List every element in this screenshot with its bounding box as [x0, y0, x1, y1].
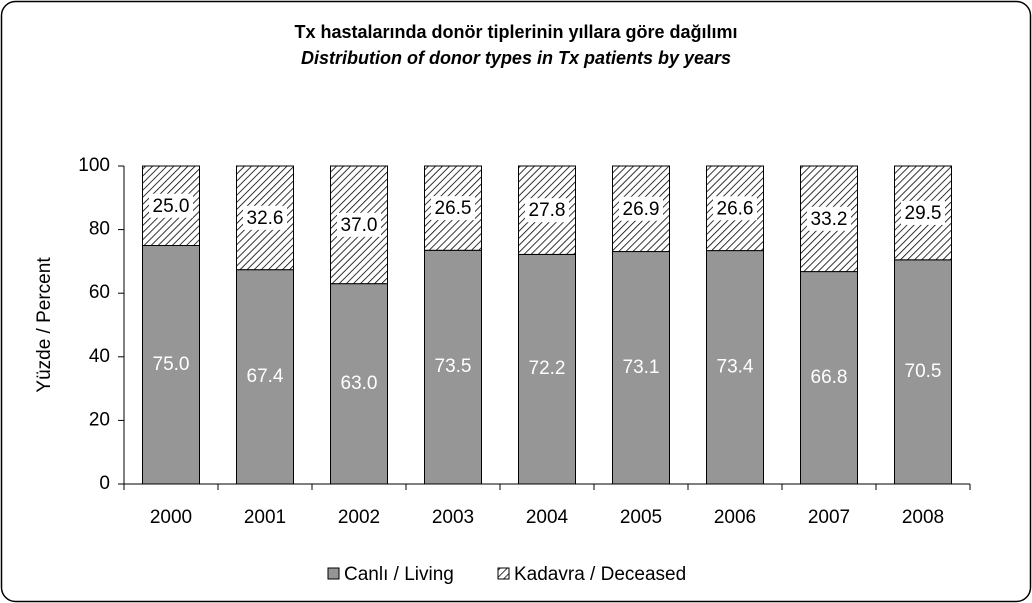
- data-label: 25.0: [153, 196, 190, 217]
- y-axis-label: Yüzde / Percent: [34, 257, 55, 393]
- data-label: 26.6: [717, 198, 754, 219]
- data-label: 73.5: [435, 356, 472, 377]
- x-tick-label: 2004: [526, 507, 569, 528]
- legend-swatch: [327, 567, 340, 580]
- y-tick-label: 20: [89, 409, 110, 430]
- data-label: 32.6: [247, 208, 284, 229]
- data-label: 75.0: [153, 354, 190, 375]
- data-label: 37.0: [341, 215, 378, 236]
- bar-segment: [706, 250, 764, 485]
- x-tick-label: 2007: [808, 507, 850, 528]
- x-tick-label: 2005: [620, 507, 662, 528]
- data-label: 70.5: [905, 361, 942, 382]
- data-label: 66.8: [811, 367, 848, 388]
- data-label: 29.5: [905, 203, 942, 224]
- label-background: [431, 196, 475, 221]
- y-tick-label: 60: [89, 282, 110, 303]
- data-label: 27.8: [529, 200, 566, 221]
- legend-label: Canlı / Living: [344, 564, 454, 585]
- y-tick-label: 40: [89, 346, 110, 367]
- bar-segment: [424, 249, 482, 485]
- x-tick-label: 2006: [714, 507, 756, 528]
- data-label: 26.5: [435, 198, 472, 219]
- label-background: [525, 198, 569, 223]
- x-tick-label: 2003: [432, 507, 474, 528]
- label-background: [243, 205, 287, 230]
- y-tick-label: 100: [78, 155, 110, 176]
- label-background: [901, 200, 945, 225]
- x-tick-label: 2008: [902, 507, 944, 528]
- label-background: [807, 206, 851, 231]
- y-tick-label: 80: [89, 219, 110, 240]
- data-label: 72.2: [529, 358, 566, 379]
- data-label: 67.4: [247, 366, 284, 387]
- chart-title: Tx hastalarında donör tiplerinin yıllara…: [294, 22, 737, 42]
- label-background: [149, 193, 193, 218]
- bar-segment: [518, 253, 576, 485]
- legend-label: Kadavra / Deceased: [514, 564, 686, 585]
- legend-swatch: [497, 567, 510, 580]
- x-tick-label: 2001: [244, 507, 286, 528]
- data-label: 63.0: [341, 373, 378, 394]
- x-tick-label: 2000: [150, 507, 192, 528]
- data-label: 26.9: [623, 199, 660, 220]
- label-background: [337, 212, 381, 237]
- chart-subtitle: Distribution of donor types in Tx patien…: [301, 48, 731, 68]
- data-label: 33.2: [811, 209, 848, 230]
- data-label: 73.4: [717, 356, 754, 377]
- bar-segment: [142, 245, 200, 485]
- bar-segment: [894, 259, 952, 485]
- label-background: [619, 196, 663, 221]
- x-tick-label: 2002: [338, 507, 380, 528]
- y-tick-label: 0: [99, 473, 110, 494]
- label-background: [713, 196, 757, 221]
- data-label: 73.1: [623, 357, 660, 378]
